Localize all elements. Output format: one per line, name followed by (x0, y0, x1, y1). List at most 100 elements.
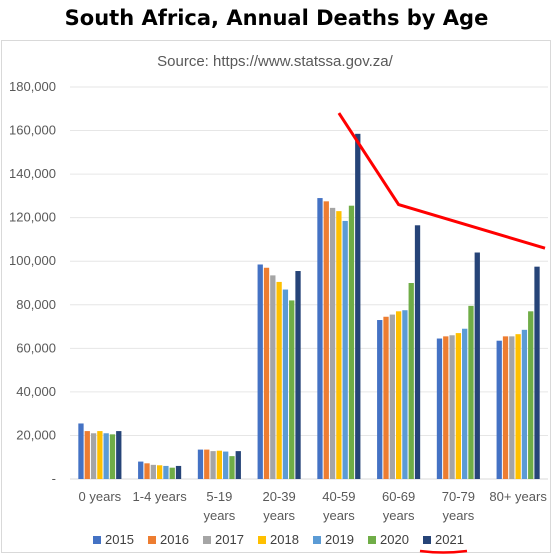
legend-label-2017: 2017 (215, 532, 244, 547)
bar-2021-cat-3 (295, 271, 301, 479)
y-tick-label: 180,000 (9, 79, 56, 94)
bar-2015-cat-2 (197, 449, 204, 479)
bar-2016-cat-4 (323, 201, 329, 480)
legend-label-2020: 2020 (380, 532, 409, 547)
legend-label-2016: 2016 (160, 532, 189, 547)
bar-2018-cat-5 (395, 311, 402, 479)
bar-2016-cat-5 (383, 316, 389, 479)
legend-swatch-2018 (258, 536, 266, 544)
y-tick-label: 40,000 (16, 384, 56, 399)
bar-2020-cat-1 (169, 467, 175, 479)
bar-2019-cat-4 (342, 220, 348, 479)
x-category-label-line: 80+ years (489, 489, 547, 504)
x-category-label: 0 years (79, 489, 122, 504)
legend-label-2015: 2015 (105, 532, 134, 547)
chart-subtitle: Source: https://www.statssa.gov.za/ (157, 53, 393, 70)
y-tick-label: 20,000 (16, 427, 56, 442)
bar-2020-cat-4 (348, 205, 355, 479)
bar-2020-cat-2 (229, 456, 235, 479)
bar-2015-cat-6 (436, 338, 443, 479)
bar-2020-cat-0 (109, 434, 116, 479)
y-tick-label: 160,000 (9, 123, 56, 138)
chart-title: South Africa, Annual Deaths by Age (64, 6, 489, 30)
bar-2020-cat-6 (468, 305, 474, 479)
x-category-label-line: years (323, 508, 355, 523)
bar-2017-cat-2 (210, 451, 216, 479)
legend-swatch-2017 (203, 536, 211, 544)
bar-2019-cat-5 (402, 310, 408, 479)
bar-2017-cat-4 (329, 207, 336, 479)
y-tick-label: - (52, 471, 56, 486)
bar-2019-cat-1 (163, 465, 169, 479)
x-category-label: 40-59 years (322, 489, 355, 523)
bar-2017-cat-7 (509, 336, 515, 479)
y-tick-label: 140,000 (9, 166, 56, 181)
legend: 2015 2016 2017 2018 2019 2020 2021 (93, 532, 468, 554)
bar-2020-cat-7 (528, 311, 534, 479)
y-tick-label: 120,000 (9, 210, 56, 225)
bar-2018-cat-0 (97, 431, 103, 479)
trend-annotation-line (337, 112, 546, 250)
legend-underline-annotation (419, 549, 468, 554)
bar-2018-cat-6 (455, 333, 462, 479)
bar-2016-cat-2 (204, 449, 210, 479)
bar-2016-cat-7 (502, 336, 509, 479)
bar-2017-cat-1 (150, 464, 156, 479)
legend-swatch-2015 (93, 536, 101, 544)
y-tick-label: 100,000 (9, 253, 56, 268)
x-category-label-line: 40-59 (322, 489, 355, 504)
bar-2021-cat-6 (474, 252, 480, 479)
bar-2015-cat-7 (496, 340, 502, 479)
bar-2015-cat-5 (377, 320, 383, 479)
bar-2021-cat-4 (355, 133, 361, 480)
bar-2018-cat-1 (156, 465, 163, 479)
x-category-label: 80+ years (489, 489, 547, 504)
x-category-label-line: 70-79 (442, 489, 475, 504)
x-category-label: 5-19 years (203, 489, 235, 523)
legend-swatch-2021 (423, 536, 431, 544)
bar-2017-cat-6 (449, 335, 455, 479)
y-tick-label: 80,000 (16, 297, 56, 312)
x-category-label: 20-39 years (263, 489, 296, 523)
legend-label-2018: 2018 (270, 532, 299, 547)
bar-2018-cat-4 (336, 211, 342, 479)
bar-2021-cat-1 (175, 465, 182, 479)
bar-2020-cat-3 (289, 300, 295, 479)
bars (78, 133, 540, 480)
legend-label-2021: 2021 (435, 532, 464, 547)
bar-2016-cat-0 (84, 431, 90, 479)
x-category-label: 70-79 years (442, 489, 475, 523)
bar-2021-cat-2 (235, 451, 241, 479)
x-category-label-line: 1-4 years (133, 489, 188, 504)
x-category-label: 1-4 years (133, 489, 188, 504)
x-category-label-line: years (383, 508, 415, 523)
bar-2017-cat-0 (90, 433, 97, 479)
bar-2018-cat-7 (515, 334, 521, 479)
bar-2016-cat-6 (443, 336, 449, 479)
x-category-label-line: 20-39 (263, 489, 296, 504)
x-category-label-line: 0 years (79, 489, 122, 504)
bar-2015-cat-0 (78, 423, 84, 479)
bar-2017-cat-3 (270, 275, 276, 479)
bar-2021-cat-7 (534, 266, 540, 479)
bar-2019-cat-3 (282, 289, 289, 479)
x-category-label: 60-69 years (382, 489, 415, 523)
x-category-label-line: years (203, 508, 235, 523)
chart-frame (1, 40, 551, 553)
bar-2021-cat-0 (116, 431, 122, 479)
bar-2017-cat-5 (389, 314, 395, 479)
bar-2019-cat-2 (223, 451, 229, 479)
legend-swatch-2019 (313, 536, 321, 544)
x-category-label-line: 60-69 (382, 489, 415, 504)
bar-2020-cat-5 (408, 283, 414, 479)
bar-2016-cat-3 (263, 267, 270, 479)
bar-2019-cat-6 (462, 328, 468, 479)
y-tick-label: 60,000 (16, 340, 56, 355)
bar-2015-cat-4 (317, 198, 323, 480)
annotations (337, 112, 546, 250)
bar-2019-cat-0 (103, 433, 109, 479)
bar-2018-cat-2 (216, 450, 223, 479)
bar-2015-cat-3 (257, 264, 263, 479)
